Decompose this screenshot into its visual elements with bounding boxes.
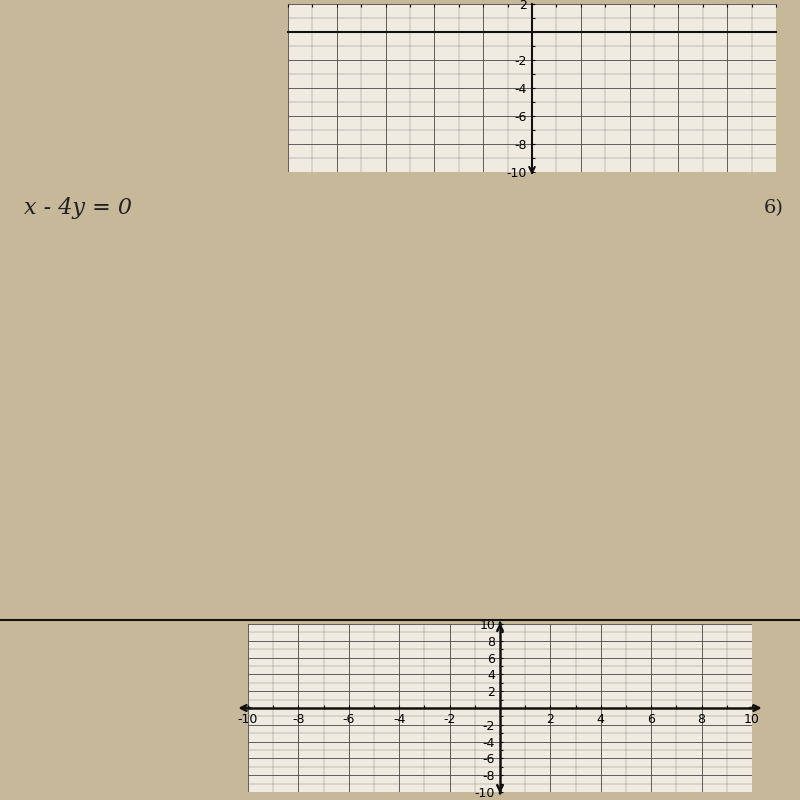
- Text: x - 4y = 0: x - 4y = 0: [24, 197, 132, 219]
- Text: 6): 6): [764, 199, 784, 217]
